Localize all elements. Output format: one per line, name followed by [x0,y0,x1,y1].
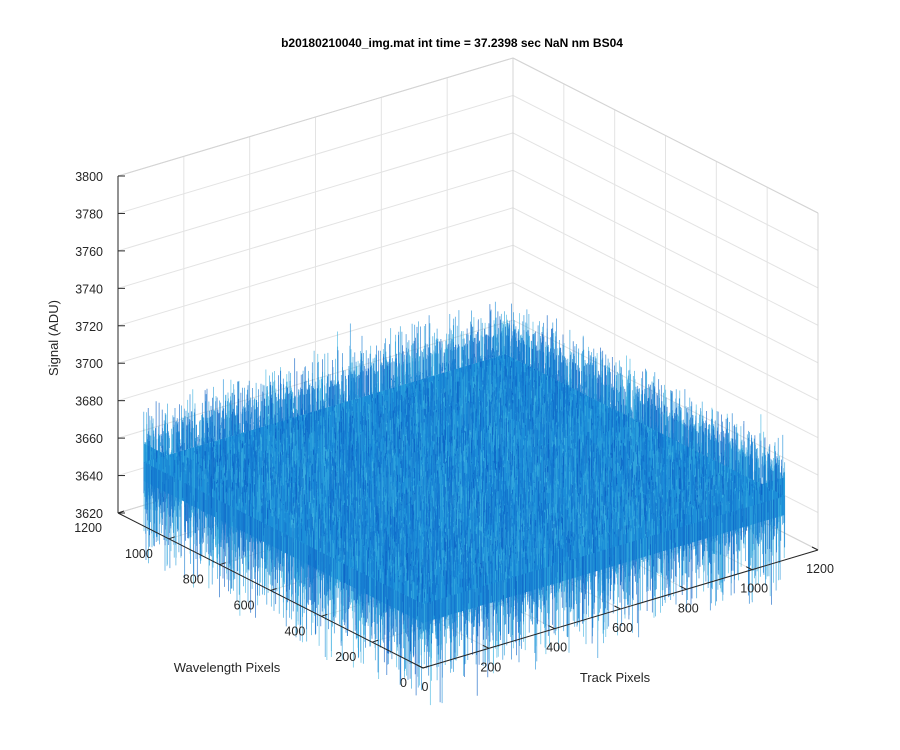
x-tick [811,546,819,551]
z-tick-label: 3680 [75,395,103,409]
z-tick-label: 3760 [75,245,103,259]
x-tick-label: 400 [546,641,567,655]
grid-line [512,244,819,401]
z-tick-label: 3660 [75,432,103,446]
y-tick [270,588,277,591]
surface [143,301,786,706]
x-axis-label: Track Pixels [580,670,651,685]
z-tick-label: 3740 [75,282,103,296]
grid-line [117,207,514,327]
y-tick-label: 200 [335,650,356,664]
y-tick-label: 600 [234,599,255,613]
y-tick-label: 0 [400,676,407,690]
y-tick [422,665,430,669]
grid-line [512,94,819,251]
grid-line [117,132,514,252]
x-tick [680,585,687,590]
y-tick-label: 800 [183,573,204,587]
x-tick-label: 1200 [806,562,834,576]
z-tick-label: 3720 [75,320,103,334]
box-edge [512,57,819,214]
y-tick [168,536,175,540]
z-tick-label: 3800 [75,170,103,184]
axes [117,175,819,669]
x-tick-label: 200 [480,660,501,674]
grid-line [117,94,514,214]
z-tick-label: 3620 [75,507,103,521]
surface-noise-4 [143,303,786,680]
grid-line [512,282,819,439]
y-axis-label: Wavelength Pixels [174,660,281,675]
grid-line [512,169,819,326]
grid-line [512,132,819,289]
x-tick [548,625,555,630]
x-tick [614,605,621,610]
z-tick-label: 3780 [75,207,103,221]
x-tick-label: 1000 [740,582,768,596]
z-tick-label: 3640 [75,470,103,484]
grid-line [117,244,514,364]
grid-line [117,169,514,289]
x-tick-label: 800 [678,601,699,615]
grid-line [117,282,514,402]
box-edge [117,57,514,177]
grid-line [512,207,819,364]
y-tick-label: 400 [284,624,305,638]
x-tick [482,644,490,649]
x-tick [745,566,753,571]
y-tick [321,613,328,617]
z-axis-label: Signal (ADU) [46,300,61,376]
x-tick-label: 0 [422,680,429,694]
tick-labels: 0 200 400 600 800 1000 1200 0 200 400 600 800 1000 12… [74,170,834,694]
y-tick [219,562,226,566]
y-tick-label: 1200 [74,521,102,535]
y-tick-label: 1000 [125,547,153,561]
z-tick-label: 3700 [75,357,103,371]
x-tick-label: 600 [612,621,633,635]
y-tick [372,639,379,643]
chart-title: b20180210040_img.mat int time = 37.2398 … [281,36,623,50]
x-tick [416,664,424,669]
